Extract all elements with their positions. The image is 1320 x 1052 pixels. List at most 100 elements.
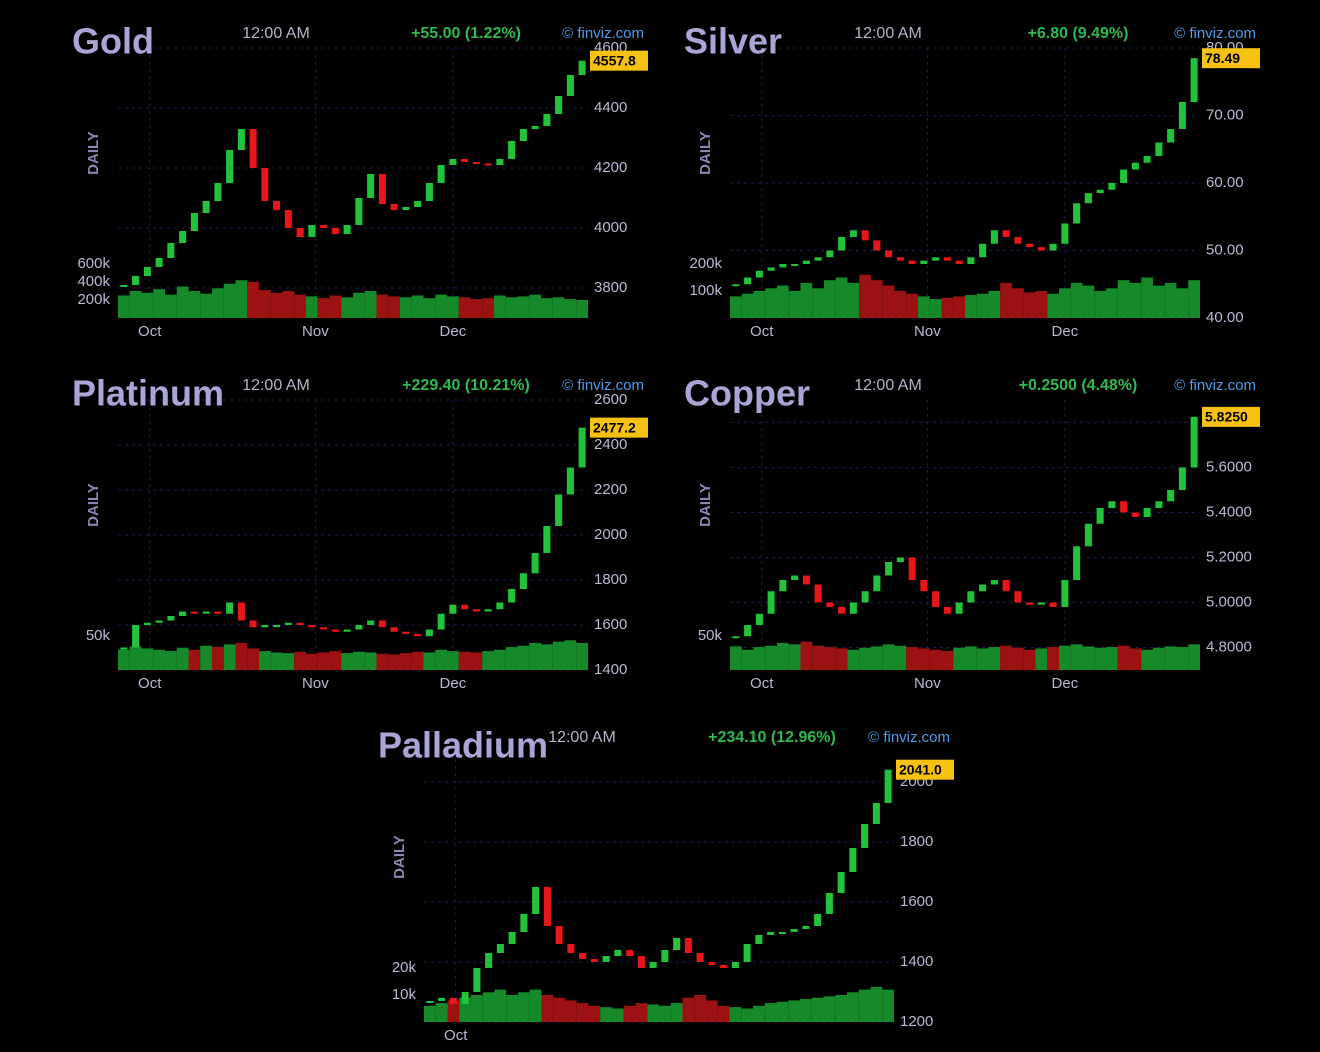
- volume-bar: [458, 651, 471, 670]
- candle: [425, 183, 433, 201]
- candle: [885, 250, 893, 258]
- candle: [884, 769, 892, 803]
- volume-bar: [552, 641, 565, 670]
- y-tick-label: 5.2000: [1206, 548, 1252, 565]
- volume-bar: [294, 651, 306, 670]
- candle: [673, 938, 681, 950]
- volume-bar: [541, 995, 554, 1022]
- volume-bar: [518, 992, 530, 1022]
- volume-bar: [835, 648, 848, 670]
- candle: [579, 953, 587, 959]
- candle: [1002, 230, 1010, 237]
- candle: [155, 620, 163, 623]
- y-tick-label: 70.00: [1206, 106, 1244, 123]
- x-tick-label: Oct: [138, 323, 162, 340]
- volume-bar: [223, 283, 236, 318]
- candle: [143, 267, 151, 276]
- volume-bar: [612, 1008, 624, 1022]
- candle: [767, 267, 775, 271]
- volume-bar: [388, 296, 400, 318]
- candle: [378, 174, 386, 204]
- chart-title: Platinum: [72, 373, 224, 414]
- volume-bar: [247, 648, 259, 670]
- volume-bar: [541, 644, 553, 670]
- volume-bar: [424, 1005, 436, 1022]
- y-tick-label: 1800: [900, 833, 933, 850]
- volume-bar: [153, 289, 165, 318]
- volume-bar: [1035, 291, 1048, 318]
- time-label: 12:00 AM: [242, 377, 310, 394]
- candle: [979, 243, 987, 258]
- volume-bar: [777, 643, 789, 670]
- candle: [1143, 156, 1151, 163]
- candle: [261, 625, 269, 628]
- candle: [779, 264, 787, 268]
- volume-bar: [1164, 646, 1177, 670]
- volume-bar: [753, 647, 766, 670]
- volume-bar: [529, 643, 541, 670]
- candle: [472, 609, 480, 612]
- candle: [791, 575, 799, 580]
- y-tick-label: 1400: [900, 953, 933, 970]
- last-price-label: 2477.2: [593, 419, 636, 435]
- candle: [190, 611, 198, 614]
- y-tick-label: 4000: [594, 219, 627, 236]
- y-tick-label: 60.00: [1206, 174, 1244, 191]
- volume-tick-label: 50k: [698, 627, 723, 644]
- candle: [967, 591, 975, 603]
- y-tick-label: 1600: [594, 616, 627, 633]
- volume-tick-label: 600k: [77, 255, 110, 272]
- volume-bar: [564, 299, 577, 318]
- candle: [567, 944, 575, 953]
- volume-bar: [505, 297, 518, 318]
- volume-bar: [576, 1003, 589, 1022]
- candle: [566, 467, 574, 495]
- volume-bar: [1070, 282, 1083, 318]
- candle: [437, 613, 445, 630]
- volume-bar: [118, 649, 130, 670]
- candle: [508, 589, 516, 603]
- volume-bar: [800, 282, 813, 318]
- volume-bar: [1141, 277, 1153, 318]
- volume-bar: [1000, 282, 1012, 318]
- volume-bar: [435, 294, 447, 318]
- candle: [838, 607, 846, 614]
- candle: [461, 159, 469, 162]
- volume-bar: [517, 645, 530, 670]
- volume-bar: [730, 296, 742, 318]
- candle: [1167, 129, 1175, 143]
- change-label: +55.00 (1.22%): [411, 25, 521, 42]
- volume-bar: [376, 653, 389, 670]
- candle: [578, 60, 586, 75]
- volume-bar: [165, 294, 177, 318]
- volume-bar: [506, 995, 518, 1022]
- candle: [496, 159, 504, 165]
- volume-bar: [1023, 292, 1036, 318]
- candle: [532, 887, 540, 914]
- candle: [1037, 602, 1045, 605]
- volume-bar: [529, 294, 541, 318]
- volume-bar: [494, 295, 506, 318]
- candle: [543, 526, 551, 553]
- volume-bar: [411, 651, 424, 670]
- volume-bar: [329, 295, 342, 318]
- volume-bar: [294, 294, 306, 318]
- volume-bar: [400, 653, 412, 670]
- candle: [249, 129, 257, 168]
- y-tick-label: 2400: [594, 436, 627, 453]
- volume-bar: [753, 291, 766, 318]
- volume-bar: [694, 995, 706, 1022]
- volume-bar: [835, 277, 848, 318]
- candle: [202, 611, 210, 614]
- volume-bar: [1164, 282, 1177, 318]
- volume-bar: [1153, 647, 1165, 670]
- volume-bar: [729, 1007, 742, 1022]
- volume-bar: [800, 999, 812, 1022]
- volume-bar: [212, 647, 224, 670]
- volume-bar: [1129, 648, 1142, 670]
- candle: [684, 938, 692, 953]
- y-tick-label: 1400: [594, 661, 627, 678]
- volume-bar: [129, 291, 142, 318]
- x-tick-label: Nov: [302, 675, 329, 692]
- candle: [755, 270, 763, 278]
